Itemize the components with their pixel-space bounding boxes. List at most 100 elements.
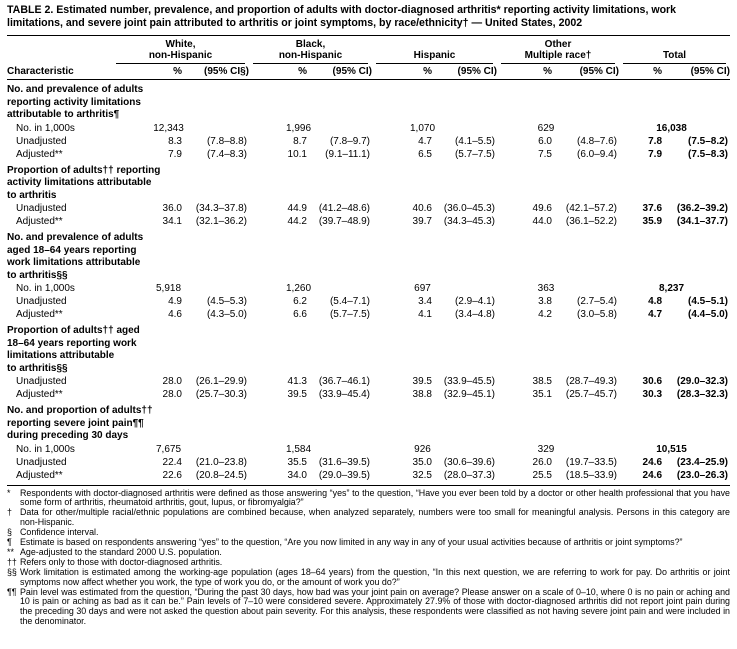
ci-cell: (19.7–33.5) [565, 456, 618, 468]
count-cell: 363 [537, 283, 555, 294]
ci-cell: (29.0–39.5) [318, 469, 370, 481]
table-row: Adjusted** 34.1 (32.1–36.2) 44.2 (39.7–48.9)… [7, 215, 730, 228]
ci-cell: (32.1–36.2) [195, 216, 247, 227]
percent-cell: 24.6 [642, 456, 663, 468]
pct-header-hispanic: % [372, 64, 432, 80]
ci-cell: (34.3–37.8) [195, 203, 247, 214]
percent-cell: 7.5 [538, 148, 552, 160]
percent-cell: 34.0 [287, 469, 307, 481]
ci-header-black: (95% CI) [307, 64, 372, 80]
ci-cell: (6.0–9.4) [576, 148, 618, 160]
count-cell: 1,070 [409, 122, 436, 134]
ci-cell: (21.0–23.8) [195, 456, 247, 468]
ci-cell: (28.7–49.3) [565, 376, 618, 387]
footnote: ** Age-adjusted to the standard 2000 U.S.… [7, 547, 730, 558]
row-label: Unadjusted [16, 376, 67, 387]
count-cell: 8,237 [659, 283, 685, 294]
row-label: Unadjusted [16, 203, 67, 214]
footnote-marker: † [7, 507, 12, 518]
count-cell: 10,515 [656, 443, 687, 455]
ci-cell: (32.9–45.1) [443, 389, 495, 400]
footnote-text: Confidence interval. [20, 527, 99, 538]
ci-header-other: (95% CI) [552, 64, 620, 80]
percent-cell: 4.9 [168, 296, 182, 307]
ci-cell: (4.3–5.0) [206, 309, 247, 320]
percent-cell: 3.4 [418, 296, 432, 307]
arthritis-table: White, non-Hispanic Black, non-Hispanic … [7, 35, 731, 486]
percent-cell: 44.0 [532, 216, 552, 227]
table-body: No. and prevalence of adults reporting a… [7, 80, 730, 486]
footnote-text: Work limitation is estimated among the w… [20, 566, 730, 587]
section-label-row: No. and prevalence of adults reporting a… [7, 80, 730, 122]
ci-cell: (41.2–48.6) [318, 203, 370, 214]
table-row: Unadjusted 28.0 (26.1–29.9) 41.3 (36.7–46.1)… [7, 375, 730, 388]
percent-cell: 4.7 [418, 135, 432, 147]
group-header-black: Black, non-Hispanic [249, 35, 372, 64]
table-page: TABLE 2. Estimated number, prevalence, a… [7, 4, 731, 628]
count-cell: 16,038 [656, 122, 687, 134]
percent-cell: 6.6 [293, 309, 307, 320]
row-label: Adjusted** [16, 216, 63, 227]
group-header-hispanic-label: Hispanic [376, 50, 493, 64]
table-row: Unadjusted 36.0 (34.3–37.8) 44.9 (41.2–48.6)… [7, 202, 730, 215]
count-cell: 1,260 [285, 283, 312, 294]
footnote-marker: * [7, 487, 11, 498]
count-cell: 7,675 [155, 443, 182, 455]
percent-cell: 36.0 [162, 203, 182, 214]
ci-cell: (42.1–57.2) [565, 203, 618, 214]
ci-cell: (36.2–39.2) [676, 203, 729, 214]
section-label-row: Proportion of adults†† aged 18–64 years … [7, 321, 730, 375]
ci-cell: (33.9–45.5) [443, 376, 495, 387]
group-header-total: Total [619, 35, 731, 64]
group-header-other-multiple-race: Other Multiple race† [497, 35, 620, 64]
footnote: ¶ Estimate is based on respondents answer… [7, 537, 730, 548]
group-header-other-label: Other Multiple race† [501, 39, 616, 64]
group-header-white-label: White, non-Hispanic [116, 39, 245, 64]
percent-cell: 30.6 [642, 376, 663, 387]
percent-cell: 4.6 [168, 309, 182, 320]
table-row: Unadjusted 8.3 (7.8–8.8) 8.7 (7.8–9.7) 4.7 (4.… [7, 135, 730, 148]
ci-cell: (4.5–5.1) [687, 296, 729, 307]
section-label-row: No. and proportion of adults†† reporting… [7, 401, 730, 443]
percent-cell: 24.6 [642, 469, 663, 481]
row-label: Unadjusted [16, 456, 67, 468]
count-cell: 1,996 [285, 122, 312, 134]
section-label: No. and prevalence of adults aged 18–64 … [7, 232, 144, 281]
footnote: * Respondents with doctor-diagnosed arthr… [7, 487, 730, 509]
footnote-text: Respondents with doctor-diagnosed arthri… [20, 487, 730, 508]
row-label: No. in 1,000s [16, 443, 75, 455]
percent-cell: 49.6 [532, 203, 552, 214]
footnote: § Confidence interval. [7, 527, 730, 538]
row-label: Unadjusted [16, 135, 67, 147]
ci-cell: (36.7–46.1) [318, 376, 370, 387]
footnote-marker: § [7, 527, 12, 538]
footnote-marker: †† [7, 556, 17, 567]
percent-cell: 32.5 [412, 469, 432, 481]
footnotes: * Respondents with doctor-diagnosed arthr… [7, 486, 730, 628]
ci-cell: (34.3–45.3) [443, 216, 495, 227]
percent-cell: 44.9 [287, 203, 307, 214]
row-label: Unadjusted [16, 296, 67, 307]
pct-header-black: % [249, 64, 307, 80]
percent-cell: 6.5 [418, 148, 432, 160]
ci-cell: (2.7–5.4) [576, 296, 618, 307]
ci-cell: (5.7–7.5) [329, 309, 370, 320]
percent-cell: 6.2 [293, 296, 307, 307]
percent-cell: 35.0 [412, 456, 432, 468]
ci-cell: (20.8–24.5) [195, 469, 247, 481]
ci-cell: (25.7–30.3) [195, 389, 247, 400]
count-cell: 5,918 [155, 283, 182, 294]
percent-cell: 8.7 [293, 135, 307, 147]
percent-cell: 30.3 [642, 389, 663, 400]
footnote-marker: ¶¶ [7, 586, 17, 597]
ci-cell: (30.6–39.6) [443, 456, 495, 468]
ci-cell: (23.0–26.3) [676, 469, 729, 481]
ci-cell: (36.0–45.3) [443, 203, 495, 214]
section-label: No. and proportion of adults†† reporting… [7, 405, 153, 441]
percent-cell: 25.5 [532, 469, 552, 481]
ci-cell: (4.1–5.5) [454, 135, 495, 147]
percent-cell: 38.8 [412, 389, 432, 400]
percent-cell: 39.7 [412, 216, 432, 227]
section-label-row: Proportion of adults†† reporting activit… [7, 161, 730, 203]
percent-cell: 7.8 [648, 135, 663, 147]
